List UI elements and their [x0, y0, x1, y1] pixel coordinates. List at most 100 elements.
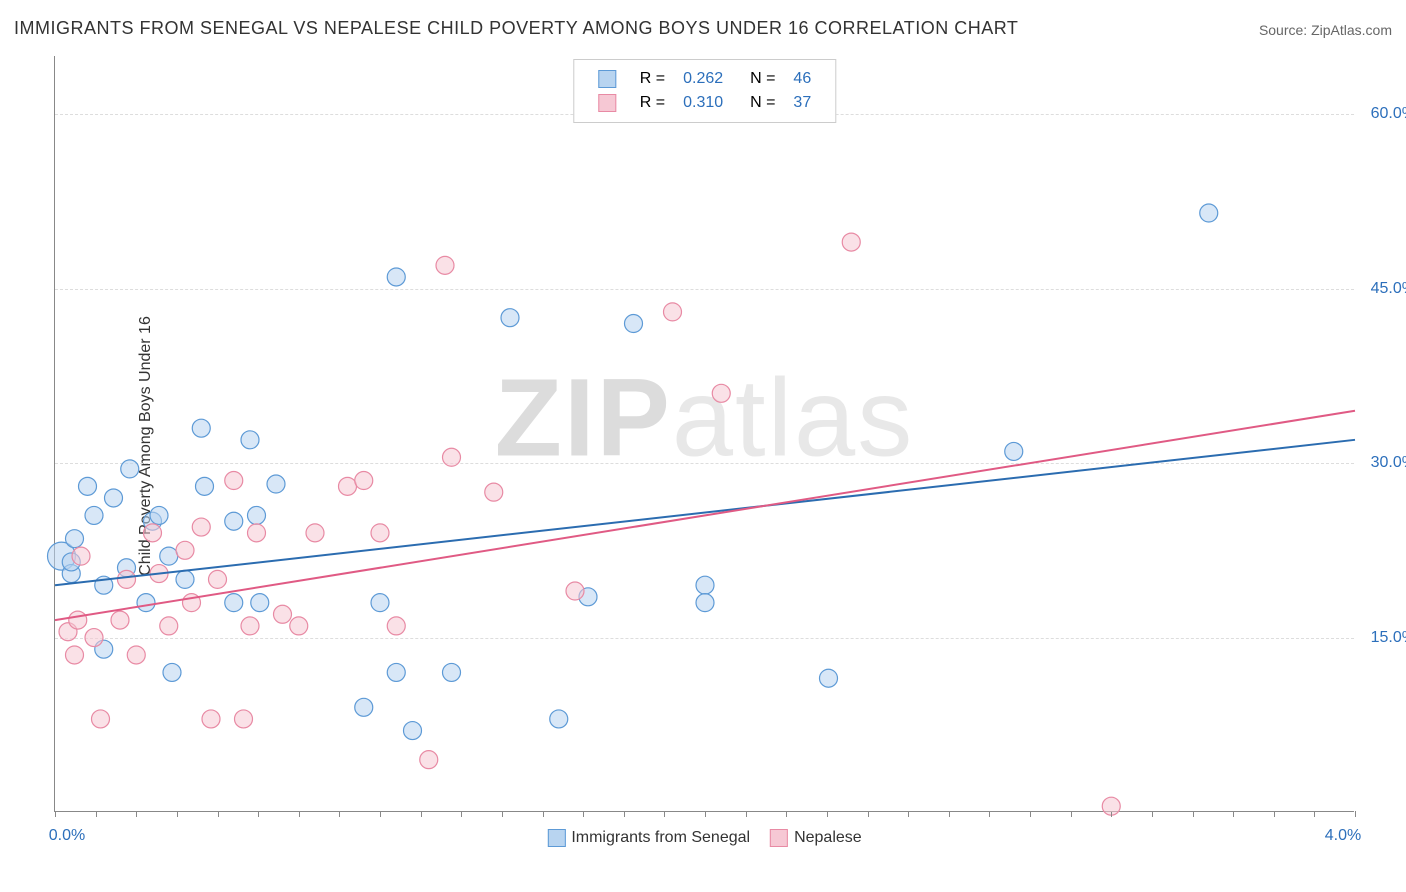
- x-minor-tick: [949, 812, 950, 817]
- data-point: [387, 663, 405, 681]
- svg-layer: [55, 56, 1354, 811]
- data-point: [274, 605, 292, 623]
- data-point: [85, 506, 103, 524]
- x-minor-tick: [543, 812, 544, 817]
- x-minor-tick: [218, 812, 219, 817]
- legend-n-label: N =: [733, 68, 783, 90]
- legend-r-label: R =: [632, 92, 673, 114]
- data-point: [696, 594, 714, 612]
- data-point: [202, 710, 220, 728]
- data-point: [137, 594, 155, 612]
- legend-stats: R =0.262 N =46R =0.310 N =37: [573, 59, 836, 123]
- x-minor-tick: [989, 812, 990, 817]
- data-point: [420, 751, 438, 769]
- x-minor-tick: [1274, 812, 1275, 817]
- x-minor-tick: [908, 812, 909, 817]
- legend-swatch: [770, 829, 788, 847]
- data-point: [248, 524, 266, 542]
- data-point: [443, 663, 461, 681]
- data-point: [485, 483, 503, 501]
- x-minor-tick: [55, 812, 56, 817]
- legend-n-value: 46: [785, 68, 819, 90]
- data-point: [501, 309, 519, 327]
- x-minor-tick: [1233, 812, 1234, 817]
- x-minor-tick: [96, 812, 97, 817]
- data-point: [111, 611, 129, 629]
- x-minor-tick: [299, 812, 300, 817]
- data-point: [1200, 204, 1218, 222]
- data-point: [79, 477, 97, 495]
- data-point: [160, 547, 178, 565]
- data-point: [550, 710, 568, 728]
- x-minor-tick: [705, 812, 706, 817]
- y-tick-label: 45.0%: [1371, 280, 1406, 298]
- data-point: [225, 512, 243, 530]
- source-label: Source: ZipAtlas.com: [1259, 22, 1392, 38]
- x-minor-tick: [1030, 812, 1031, 817]
- data-point: [235, 710, 253, 728]
- legend-swatch: [598, 94, 616, 112]
- x-minor-tick: [1071, 812, 1072, 817]
- data-point: [842, 233, 860, 251]
- data-point: [306, 524, 324, 542]
- x-minor-tick: [746, 812, 747, 817]
- data-point: [251, 594, 269, 612]
- x-minor-tick: [421, 812, 422, 817]
- x-minor-tick: [258, 812, 259, 817]
- data-point: [176, 570, 194, 588]
- data-point: [696, 576, 714, 594]
- data-point: [192, 518, 210, 536]
- data-point: [127, 646, 145, 664]
- data-point: [241, 617, 259, 635]
- x-minor-tick: [583, 812, 584, 817]
- x-minor-tick: [1152, 812, 1153, 817]
- data-point: [144, 524, 162, 542]
- data-point: [404, 722, 422, 740]
- data-point: [209, 570, 227, 588]
- data-point: [625, 315, 643, 333]
- data-point: [712, 384, 730, 402]
- y-tick-label: 15.0%: [1371, 629, 1406, 647]
- chart-container: IMMIGRANTS FROM SENEGAL VS NEPALESE CHIL…: [0, 0, 1406, 892]
- legend-r-label: R =: [632, 68, 673, 90]
- plot-area: ZIPatlas R =0.262 N =46R =0.310 N =37 Im…: [54, 56, 1354, 812]
- x-tick-label: 0.0%: [49, 827, 85, 845]
- x-minor-tick: [624, 812, 625, 817]
- legend-r-value: 0.310: [675, 92, 731, 114]
- legend-swatch: [547, 829, 565, 847]
- data-point: [196, 477, 214, 495]
- x-minor-tick: [339, 812, 340, 817]
- data-point: [176, 541, 194, 559]
- data-point: [163, 663, 181, 681]
- data-point: [339, 477, 357, 495]
- legend-series: Immigrants from SenegalNepalese: [547, 829, 861, 847]
- data-point: [118, 570, 136, 588]
- legend-stat-row: R =0.262 N =46: [590, 68, 819, 90]
- chart-title: IMMIGRANTS FROM SENEGAL VS NEPALESE CHIL…: [14, 18, 1018, 39]
- data-point: [121, 460, 139, 478]
- data-point: [443, 448, 461, 466]
- x-minor-tick: [136, 812, 137, 817]
- x-minor-tick: [664, 812, 665, 817]
- data-point: [66, 530, 84, 548]
- legend-n-label: N =: [733, 92, 783, 114]
- data-point: [566, 582, 584, 600]
- data-point: [160, 617, 178, 635]
- x-minor-tick: [1314, 812, 1315, 817]
- data-point: [225, 594, 243, 612]
- x-minor-tick: [868, 812, 869, 817]
- y-tick-label: 30.0%: [1371, 454, 1406, 472]
- x-minor-tick: [1355, 812, 1356, 817]
- legend-n-value: 37: [785, 92, 819, 114]
- data-point: [371, 524, 389, 542]
- x-minor-tick: [827, 812, 828, 817]
- data-point: [371, 594, 389, 612]
- x-minor-tick: [502, 812, 503, 817]
- data-point: [248, 506, 266, 524]
- x-minor-tick: [786, 812, 787, 817]
- x-minor-tick: [1111, 812, 1112, 817]
- data-point: [436, 256, 454, 274]
- data-point: [387, 617, 405, 635]
- x-minor-tick: [177, 812, 178, 817]
- legend-r-value: 0.262: [675, 68, 731, 90]
